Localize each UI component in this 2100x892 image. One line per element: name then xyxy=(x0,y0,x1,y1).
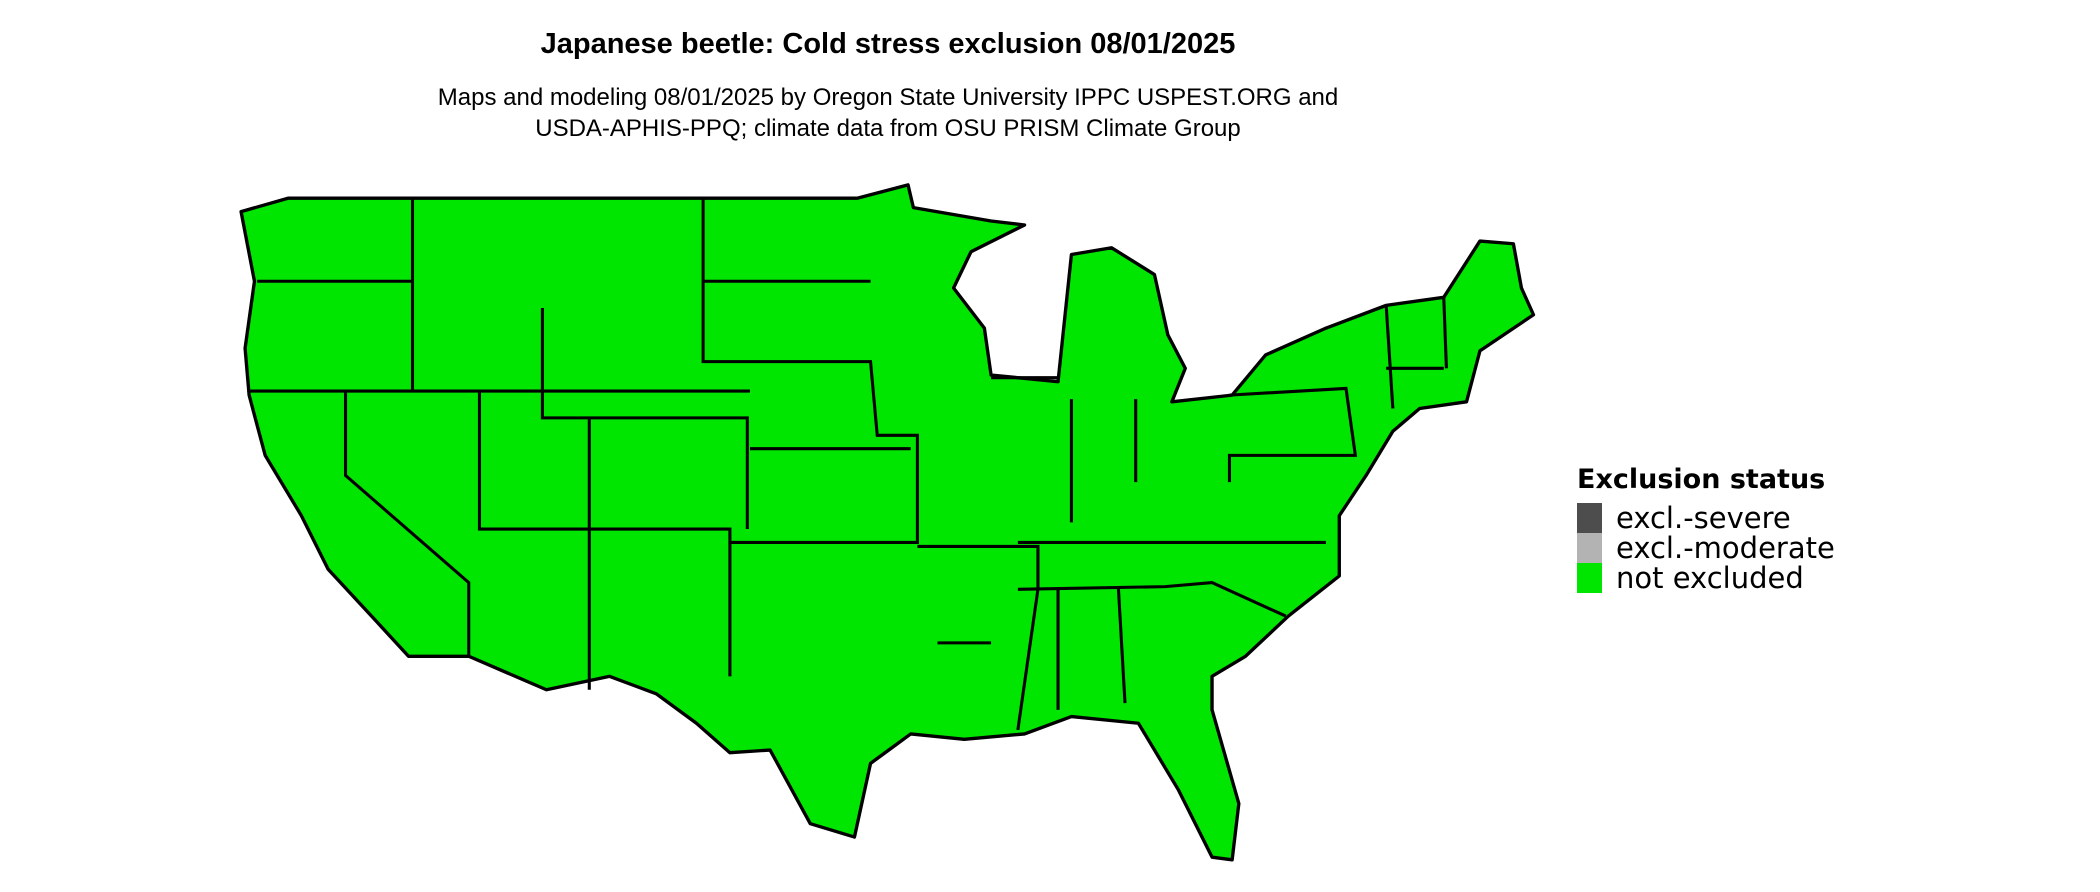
map-subtitle-line-2: USDA-APHIS-PPQ; climate data from OSU PR… xyxy=(535,115,1241,142)
state-boundaries xyxy=(250,198,1448,731)
legend-swatch xyxy=(1577,533,1602,563)
legend-item-not-excluded: not excluded xyxy=(1577,561,1835,595)
legend-label: excl.-moderate xyxy=(1616,531,1835,565)
legend-label: excl.-severe xyxy=(1616,501,1791,535)
map-subtitle-line-1: Maps and modeling 08/01/2025 by Oregon S… xyxy=(437,84,1339,111)
conus-outline xyxy=(239,183,1536,862)
legend-swatch xyxy=(1577,503,1602,533)
legend-swatch xyxy=(1577,563,1602,593)
map-title: Japanese beetle: Cold stress exclusion 0… xyxy=(540,28,1236,60)
legend-label: not excluded xyxy=(1616,561,1804,595)
legend-item-severe: excl.-severe xyxy=(1577,501,1835,535)
legend: Exclusion status excl.-severe excl.-mode… xyxy=(1577,464,1835,595)
legend-title: Exclusion status xyxy=(1577,464,1826,495)
legend-item-moderate: excl.-moderate xyxy=(1577,531,1835,565)
conus-land xyxy=(239,183,1536,862)
